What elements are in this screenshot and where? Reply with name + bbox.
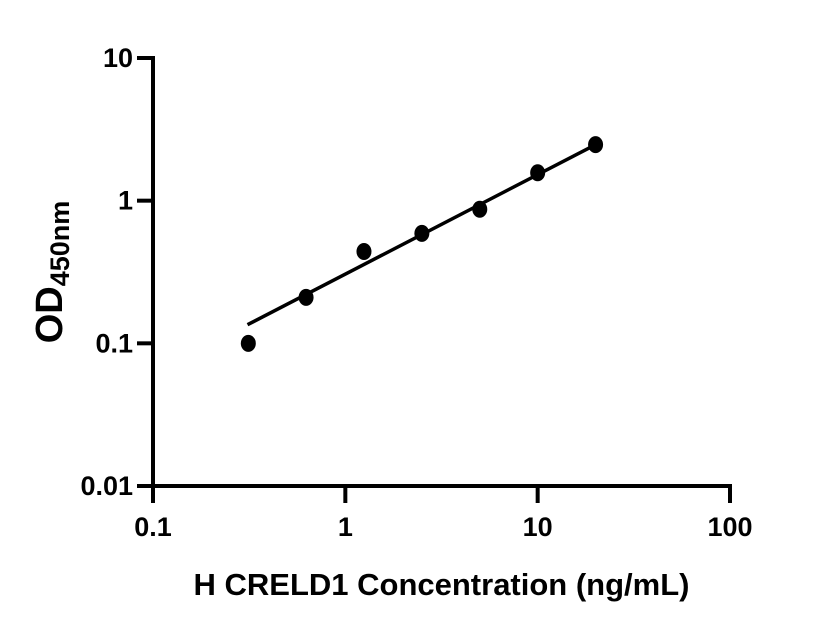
- x-tick-label: 0.1: [134, 512, 172, 542]
- x-axis-title: H CRELD1 Concentration (ng/mL): [194, 567, 690, 602]
- x-axis-line: [153, 484, 732, 503]
- data-point: [472, 200, 488, 218]
- y-tick-label: 0.1: [95, 328, 133, 358]
- data-point: [240, 334, 256, 352]
- data-point: [356, 243, 372, 261]
- data-point: [530, 164, 546, 182]
- x-tick-label: 10: [523, 512, 553, 542]
- data-point: [414, 224, 430, 242]
- y-axis-title: OD450nm: [29, 201, 75, 344]
- data-point: [298, 288, 314, 306]
- y-tick-label: 1: [118, 186, 133, 216]
- y-tick-label: 0.01: [80, 471, 133, 501]
- x-tick-label: 1: [338, 512, 353, 542]
- data-point: [588, 136, 604, 154]
- x-tick-label: 100: [707, 512, 752, 542]
- y-axis-line: [137, 56, 155, 503]
- y-tick-label: 10: [103, 43, 133, 73]
